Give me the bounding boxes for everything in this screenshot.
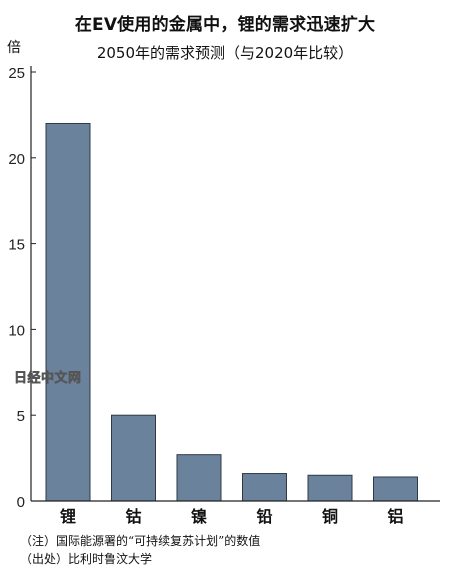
y-axis-unit-label: 倍 (7, 40, 21, 56)
bar-0 (45, 122, 91, 502)
source-line: （出处）比利时鲁汶大学 (20, 552, 153, 566)
x-category-label: 铝 (387, 507, 403, 526)
notes: （注）国际能源署的“可持续复苏计划”的数值 （出处）比利时鲁汶大学 (20, 532, 260, 568)
bar-3 (242, 473, 287, 502)
x-category-label: 锂 (60, 507, 76, 526)
x-axis: 锂钴镍铅铜铝 (31, 500, 440, 526)
bars (45, 122, 418, 502)
bar-2 (176, 454, 222, 502)
bar-4 (307, 474, 353, 502)
x-category-label: 铜 (322, 507, 338, 526)
chart-title: 在EV使用的金属中，锂的需求迅速扩大 (74, 15, 376, 35)
x-category-label: 镍 (191, 507, 207, 526)
watermark-text: 日经中文网 (14, 371, 82, 387)
y-tick-label: 20 (8, 151, 25, 168)
y-tick-label: 0 (17, 494, 25, 511)
bar-1 (111, 414, 156, 502)
x-category-label: 铅 (256, 507, 272, 526)
y-tick-label: 10 (8, 322, 25, 339)
y-tick-label: 25 (8, 65, 25, 82)
x-category-label: 钴 (125, 507, 141, 526)
y-tick-label: 5 (17, 408, 25, 425)
chart-subtitle: 2050年的需求预测（与2020年比较） (96, 44, 354, 62)
note-line: （注）国际能源署的“可持续复苏计划”的数值 (20, 534, 261, 548)
y-tick-label: 15 (8, 237, 25, 254)
bar-5 (373, 476, 418, 502)
y-axis: 倍 0 5 10 15 20 25 (7, 40, 36, 511)
